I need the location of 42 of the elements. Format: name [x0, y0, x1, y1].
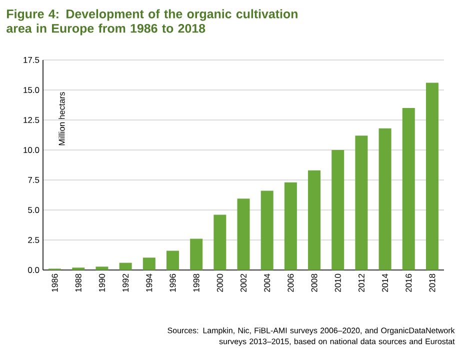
y-tick-label: 2.5: [28, 237, 40, 243]
x-tick-label: 1998: [193, 274, 200, 292]
x-tick-label: 2006: [288, 274, 294, 292]
x-tick-label: 2018: [429, 274, 436, 292]
y-tick-label: 5.0: [28, 207, 40, 213]
bar: [96, 266, 108, 270]
x-tick-label: 2002: [240, 274, 246, 292]
x-tick-label: 1986: [52, 274, 58, 292]
x-tick-label: 2016: [406, 274, 412, 292]
x-tick-label: 1988: [75, 274, 82, 292]
y-tick-label: 15.0: [24, 87, 40, 93]
y-tick-label: 12.5: [24, 117, 40, 123]
bar: [237, 198, 250, 270]
y-tick-label: 7.5: [28, 177, 40, 183]
bar: [332, 150, 344, 270]
x-tick-label: 2012: [358, 274, 364, 292]
x-tick-label: 1994: [146, 274, 152, 292]
bar: [284, 182, 297, 270]
bar: [308, 170, 321, 270]
x-tick-label: 1992: [122, 274, 129, 292]
chart-title: Figure 4: Development of the organic cultivation area in Europe from 1986 to 2018: [6, 9, 298, 36]
bar: [378, 128, 392, 270]
x-tick-label: 1996: [170, 274, 176, 292]
x-tick-label: 2014: [382, 274, 388, 292]
bar: [214, 214, 226, 270]
bar: [190, 238, 203, 270]
x-tick-label: 2000: [216, 274, 223, 292]
x-tick-label: 1990: [98, 274, 105, 292]
bar: [166, 250, 179, 270]
bar: [260, 190, 274, 270]
y-tick-label: 17.5: [24, 57, 40, 63]
y-tick-label: 0.0: [28, 267, 40, 273]
bar: [402, 108, 415, 270]
x-tick-label: 2008: [311, 274, 318, 292]
x-tick-label: 2010: [334, 274, 341, 292]
y-axis-title: Million hectars: [58, 92, 65, 146]
bar: [119, 262, 132, 270]
x-tick-label: 2004: [264, 274, 270, 292]
y-tick-label: 10.0: [24, 147, 40, 153]
bar: [142, 258, 156, 270]
bar: [426, 82, 438, 270]
bar: [355, 136, 368, 270]
